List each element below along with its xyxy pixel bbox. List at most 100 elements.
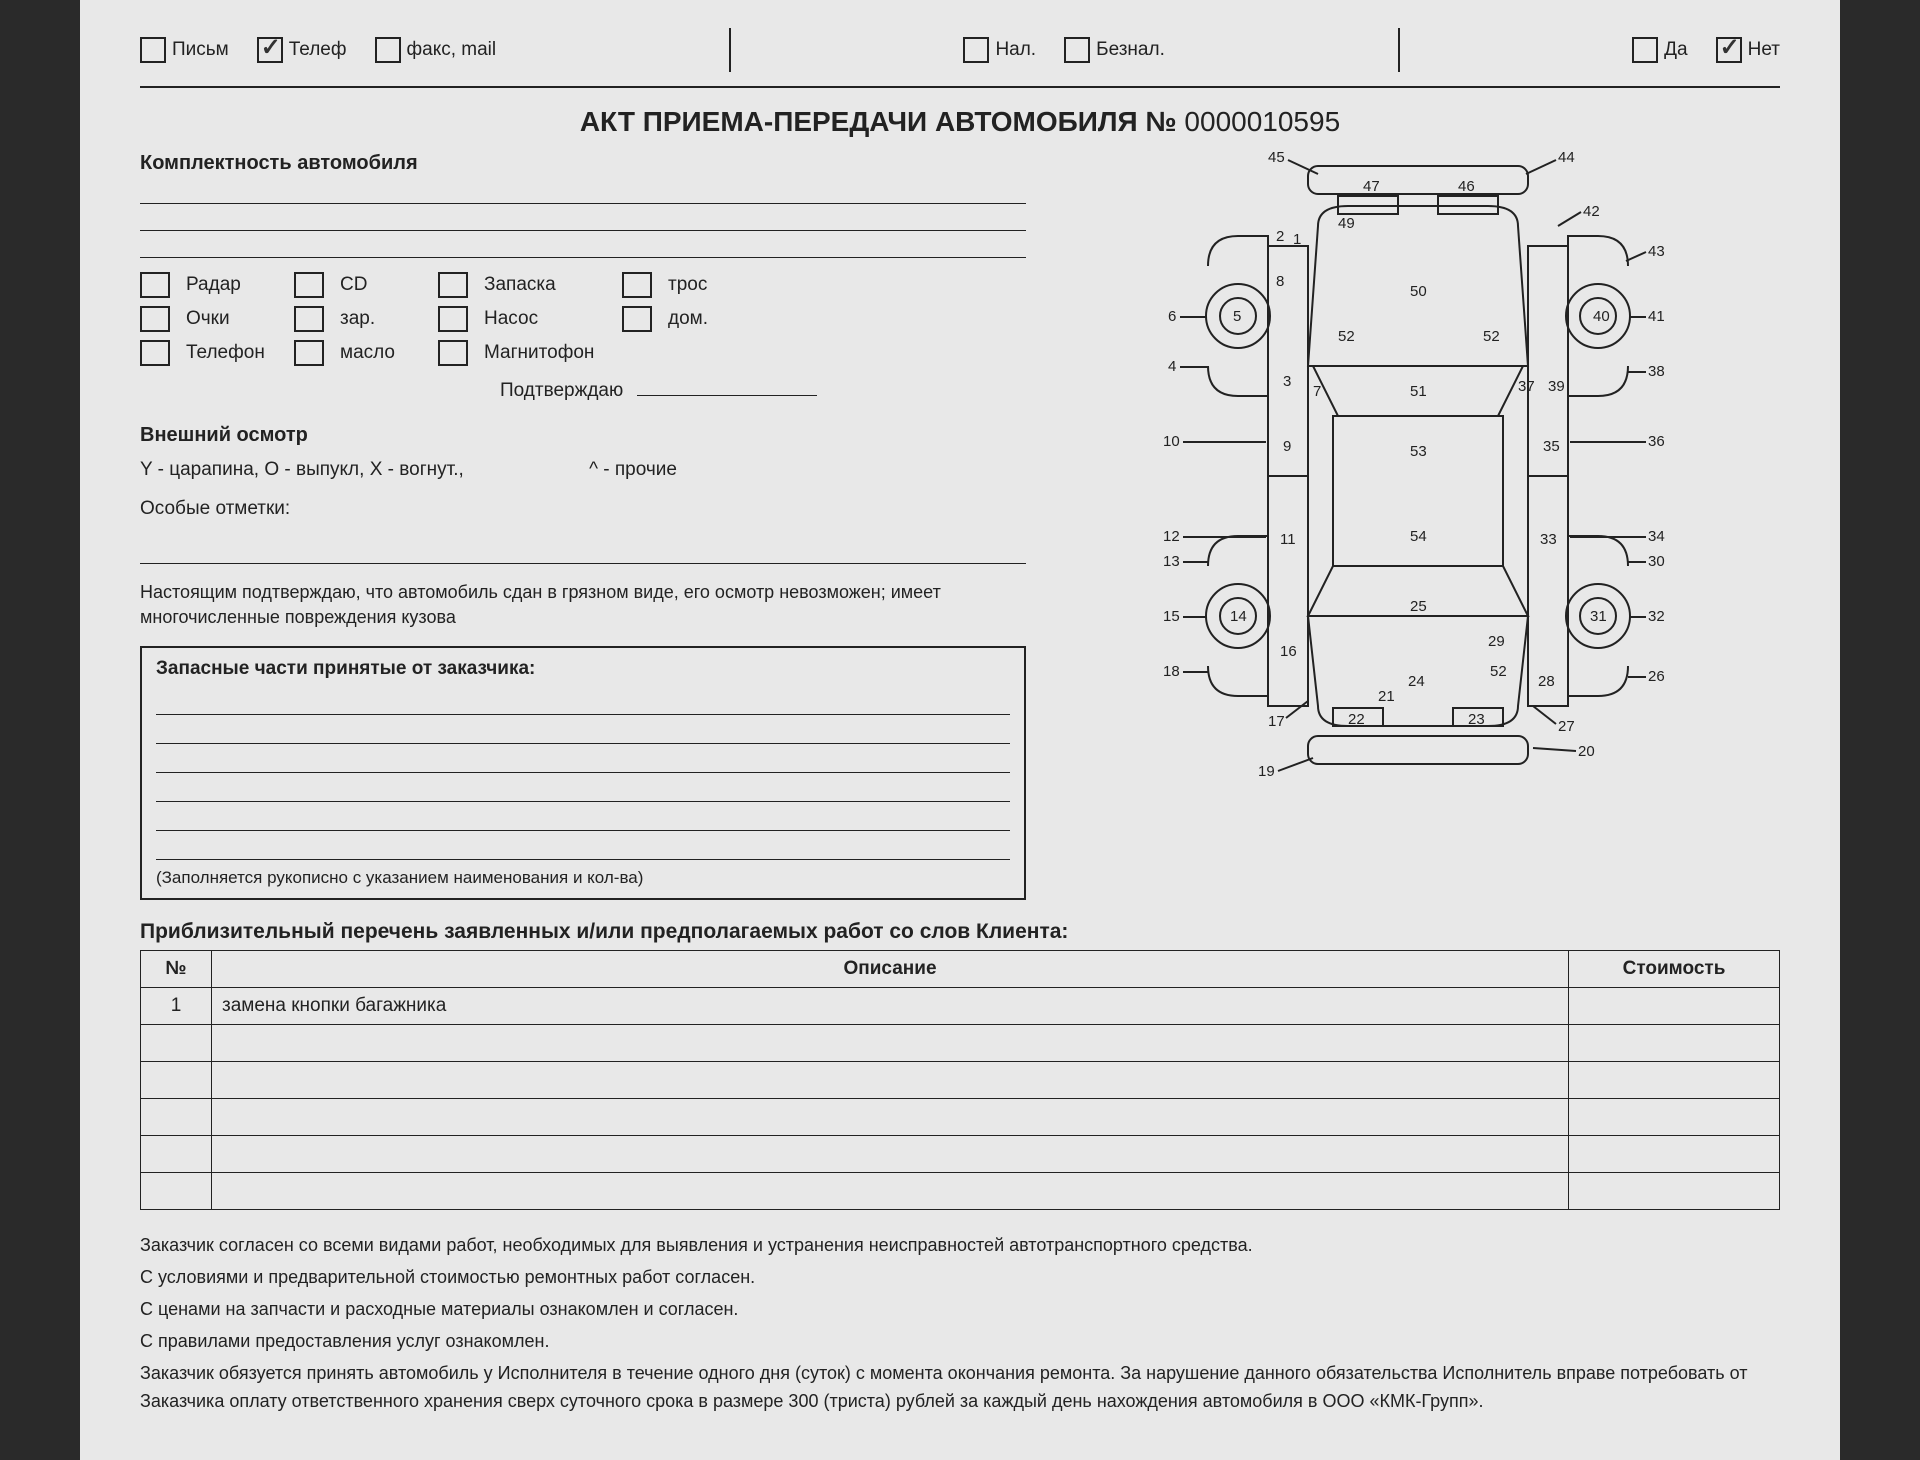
document-number: 0000010595	[1184, 106, 1340, 137]
svg-text:39: 39	[1548, 378, 1565, 395]
cell-desc	[212, 1173, 1569, 1210]
svg-text:37: 37	[1518, 378, 1535, 395]
svg-text:26: 26	[1648, 668, 1665, 685]
feature-checkbox[interactable]	[140, 306, 170, 332]
cell-num	[141, 1025, 212, 1062]
svg-text:47: 47	[1363, 178, 1380, 195]
payment-group: Нал. Безнал.	[963, 37, 1164, 63]
feature-checkbox[interactable]	[438, 272, 468, 298]
feature-label: Запаска	[484, 274, 604, 296]
cell-cost	[1569, 1136, 1780, 1173]
checkbox-option[interactable]: Телеф	[257, 37, 347, 63]
cell-num	[141, 1136, 212, 1173]
svg-text:1: 1	[1293, 231, 1301, 248]
cell-desc	[212, 1062, 1569, 1099]
cell-num	[141, 1173, 212, 1210]
spare-parts-note: (Заполняется рукописно с указанием наиме…	[156, 868, 1010, 888]
svg-text:28: 28	[1538, 673, 1555, 690]
works-table: № Описание Стоимость 1замена кнопки бага…	[140, 950, 1780, 1210]
checkbox-label: Письм	[172, 39, 229, 61]
completeness-heading: Комплектность автомобиля	[140, 152, 1026, 175]
svg-text:21: 21	[1378, 688, 1395, 705]
feature-checkbox[interactable]	[622, 272, 652, 298]
blank-line	[156, 694, 1010, 715]
checkbox-box[interactable]	[1632, 37, 1658, 63]
checkbox-label: Телеф	[289, 39, 347, 61]
document-page: ПисьмТелеффакс, mail Нал.Безнал. ДаНет А…	[80, 0, 1840, 1460]
feature-checkbox[interactable]	[438, 306, 468, 332]
svg-text:52: 52	[1490, 663, 1507, 680]
svg-text:44: 44	[1558, 149, 1575, 166]
terms-line: Заказчик согласен со всеми видами работ,…	[140, 1232, 1780, 1260]
checkbox-box[interactable]	[257, 37, 283, 63]
feature-checkbox[interactable]	[294, 340, 324, 366]
feature-label: зар.	[340, 308, 420, 330]
blank-line	[156, 781, 1010, 802]
checkbox-option[interactable]: Безнал.	[1064, 37, 1165, 63]
checkbox-box[interactable]	[375, 37, 401, 63]
feature-checkbox[interactable]	[438, 340, 468, 366]
inspection-heading: Внешний осмотр	[140, 420, 1026, 450]
inspection-section: Внешний осмотр Y - царапина, O - выпукл,…	[140, 420, 1026, 523]
svg-text:33: 33	[1540, 531, 1557, 548]
svg-text:34: 34	[1648, 528, 1665, 545]
checkbox-label: Нал.	[995, 39, 1036, 61]
col-num: №	[141, 951, 212, 988]
works-heading: Приблизительный перечень заявленных и/ил…	[140, 920, 1780, 944]
left-column: Комплектность автомобиля РадарCDЗапаскат…	[140, 146, 1026, 900]
confirm-row: Подтверждаю	[500, 380, 1026, 402]
terms-line: Заказчик обязуется принять автомобиль у …	[140, 1360, 1780, 1416]
svg-text:13: 13	[1163, 553, 1180, 570]
svg-text:2: 2	[1276, 228, 1284, 245]
feature-label: трос	[668, 274, 728, 296]
feature-checkbox[interactable]	[140, 272, 170, 298]
checkbox-box[interactable]	[1716, 37, 1742, 63]
svg-text:30: 30	[1648, 553, 1665, 570]
feature-label: Очки	[186, 308, 276, 330]
inspection-marks: Особые отметки:	[140, 495, 1026, 524]
svg-text:41: 41	[1648, 308, 1665, 325]
svg-text:38: 38	[1648, 363, 1665, 380]
svg-text:23: 23	[1468, 711, 1485, 728]
car-diagram: 45 44 47 46 49 42 43 2 1 6 5 4 3 7 8 50	[1138, 146, 1698, 866]
checkbox-option[interactable]: Нал.	[963, 37, 1036, 63]
feature-checkbox[interactable]	[140, 340, 170, 366]
checkbox-option[interactable]: Да	[1632, 37, 1687, 63]
cell-desc	[212, 1025, 1569, 1062]
table-row	[141, 1099, 1780, 1136]
svg-text:25: 25	[1410, 598, 1427, 615]
cell-cost	[1569, 1025, 1780, 1062]
checkbox-label: Да	[1664, 39, 1687, 61]
feature-label: Магнитофон	[484, 342, 604, 364]
cell-num: 1	[141, 988, 212, 1025]
yesno-group: Да Нет	[1632, 37, 1780, 63]
checkbox-option[interactable]: Письм	[140, 37, 229, 63]
svg-text:46: 46	[1458, 178, 1475, 195]
checkbox-box[interactable]	[140, 37, 166, 63]
table-row	[141, 1062, 1780, 1099]
svg-text:51: 51	[1410, 383, 1427, 400]
feature-label: дом.	[668, 308, 728, 330]
checkbox-option[interactable]: факс, mail	[375, 37, 497, 63]
blank-line	[156, 810, 1010, 831]
top-options-row: Письм Телеф факс, mail Нал. Безнал. Да Нет	[140, 20, 1780, 88]
svg-text:17: 17	[1268, 713, 1285, 730]
divider	[1398, 28, 1400, 72]
cell-cost	[1569, 988, 1780, 1025]
feature-checkbox[interactable]	[294, 306, 324, 332]
cell-cost	[1569, 1062, 1780, 1099]
svg-text:40: 40	[1593, 308, 1610, 325]
checkbox-box[interactable]	[1064, 37, 1090, 63]
svg-text:22: 22	[1348, 711, 1365, 728]
spare-parts-heading: Запасные части принятые от заказчика:	[156, 658, 1010, 680]
feature-label: Телефон	[186, 342, 276, 364]
divider	[729, 28, 731, 72]
cell-desc	[212, 1099, 1569, 1136]
checkbox-option[interactable]: Нет	[1716, 37, 1780, 63]
svg-text:14: 14	[1230, 608, 1247, 625]
feature-checkbox[interactable]	[294, 272, 324, 298]
feature-checkbox[interactable]	[622, 306, 652, 332]
svg-text:42: 42	[1583, 203, 1600, 220]
cell-desc	[212, 1136, 1569, 1173]
checkbox-box[interactable]	[963, 37, 989, 63]
